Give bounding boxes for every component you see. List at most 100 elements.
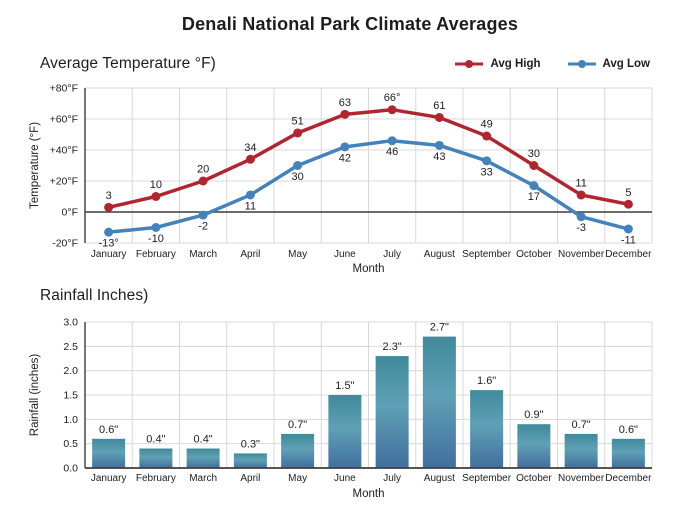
y-axis-title: Temperature (°F) xyxy=(29,122,41,209)
avg-high-line-marker xyxy=(455,60,484,68)
avg-low-value-label: -10 xyxy=(148,233,164,245)
avg-high-point xyxy=(198,176,208,186)
month-label: February xyxy=(136,249,176,260)
avg-high-point xyxy=(104,202,114,212)
month-label: September xyxy=(462,473,512,484)
legend-item-avg-high: Avg High xyxy=(454,58,541,70)
y-tick-label: +60°F xyxy=(50,114,78,126)
avg-low-value-label: -2 xyxy=(198,221,208,233)
rainfall-bar xyxy=(517,424,551,468)
y-tick-label: +80°F xyxy=(50,83,78,95)
x-axis-title: Month xyxy=(353,488,385,500)
avg-low-value-label: -13° xyxy=(98,238,118,250)
avg-high-point xyxy=(245,154,255,164)
rainfall-chart: 3.0 2.5 2.0 1.5 1.0 0.5 0.0 January February Marc… xyxy=(29,317,653,500)
avg-low-point xyxy=(340,142,350,152)
rainfall-value-label: 2.3" xyxy=(383,341,402,353)
avg-high-value-label: 51 xyxy=(292,115,304,127)
month-label: October xyxy=(516,249,552,260)
rainfall-value-label: 0.7" xyxy=(572,419,591,431)
avg-low-point xyxy=(623,224,633,234)
rainfall-bar xyxy=(139,448,173,468)
y-tick-label: 1.0 xyxy=(63,414,78,426)
month-label: April xyxy=(240,249,260,260)
legend-item-avg-low: Avg Low xyxy=(567,58,650,70)
avg-high-value-label: 20 xyxy=(197,164,209,176)
month-label: July xyxy=(383,473,401,484)
month-label: September xyxy=(462,249,512,260)
avg-low-point xyxy=(434,140,444,150)
x-axis-title: Month xyxy=(353,263,385,275)
avg-low-point xyxy=(576,212,586,222)
avg-low-value-label: 11 xyxy=(245,200,256,212)
avg-low-value-label: 33 xyxy=(481,166,493,178)
y-axis-title: Rainfall (inches) xyxy=(29,354,41,437)
avg-high-value-label: 5 xyxy=(625,187,631,199)
month-label: November xyxy=(558,473,605,484)
rainfall-value-label: 0.7" xyxy=(288,419,307,431)
avg-low-line xyxy=(106,138,631,234)
avg-high-value-label: 3 xyxy=(106,190,112,202)
avg-high-point xyxy=(387,105,397,115)
rainfall-value-label: 2.7" xyxy=(430,322,449,334)
rainfall-bar xyxy=(92,438,126,468)
avg-high-value-label: 34 xyxy=(244,142,256,154)
rainfall-bar xyxy=(281,433,315,468)
rainfall-value-label: 1.6" xyxy=(477,375,496,387)
legend-label-avg-high: Avg High xyxy=(490,58,541,70)
avg-low-line-marker xyxy=(567,60,596,68)
month-label: December xyxy=(605,249,652,260)
month-label: May xyxy=(288,473,307,484)
y-tick-label: 0.5 xyxy=(63,438,78,450)
temperature-legend: Avg High Avg Low xyxy=(454,58,650,70)
avg-high-point xyxy=(434,112,444,122)
rainfall-value-label: 0.6" xyxy=(99,424,118,436)
month-label: August xyxy=(424,249,455,260)
avg-high-value-label: 10 xyxy=(150,179,162,191)
avg-high-value-label: 63 xyxy=(339,97,351,109)
rainfall-bar xyxy=(328,395,362,468)
y-tick-label: 2.5 xyxy=(63,341,78,353)
rainfall-value-label: 0.6" xyxy=(619,424,638,436)
y-tick-label: 0.0 xyxy=(63,463,78,475)
avg-high-point xyxy=(151,192,161,201)
month-label: June xyxy=(334,249,356,260)
month-label: March xyxy=(189,473,217,484)
rainfall-bar xyxy=(186,448,220,468)
avg-high-point xyxy=(482,131,492,141)
rainfall-value-label: 0.9" xyxy=(524,409,543,421)
avg-high-point xyxy=(293,128,303,138)
rainfall-bar xyxy=(470,390,504,468)
y-tick-label: 2.0 xyxy=(63,365,78,377)
avg-low-value-label: 30 xyxy=(292,171,304,183)
month-label: August xyxy=(424,473,455,484)
month-label: May xyxy=(288,249,307,260)
avg-low-value-label: -11 xyxy=(621,235,636,247)
month-label: March xyxy=(189,249,217,260)
rainfall-value-label: 1.5" xyxy=(335,380,354,392)
rainfall-value-label: 0.4" xyxy=(146,434,165,446)
avg-low-point xyxy=(151,223,161,232)
avg-high-value-label: 49 xyxy=(481,119,493,131)
rainfall-section-title: Rainfall Inches) xyxy=(40,287,149,304)
gridlines xyxy=(84,88,653,243)
temperature-chart: +80°F +60°F +40°F +20°F 0°F -20°F January Febru… xyxy=(29,83,653,275)
y-tick-label: 3.0 xyxy=(63,317,78,329)
month-label: October xyxy=(516,473,552,484)
rainfall-bar xyxy=(375,356,409,468)
y-tick-label: +40°F xyxy=(50,145,78,157)
avg-high-point xyxy=(576,190,586,200)
rainfall-bar xyxy=(611,438,645,468)
avg-high-value-label: 11 xyxy=(575,177,586,189)
month-label: January xyxy=(91,249,127,260)
rainfall-bar xyxy=(233,453,267,468)
temperature-section-title: Average Temperature °F) xyxy=(40,55,216,72)
month-label: December xyxy=(605,473,652,484)
rainfall-value-label: 0.3" xyxy=(241,438,260,450)
avg-low-point xyxy=(482,156,492,166)
avg-low-value-label: 42 xyxy=(339,152,351,164)
avg-high-value-label: 61 xyxy=(433,100,445,112)
month-label: April xyxy=(240,473,260,484)
avg-low-value-label: 46 xyxy=(386,146,398,158)
